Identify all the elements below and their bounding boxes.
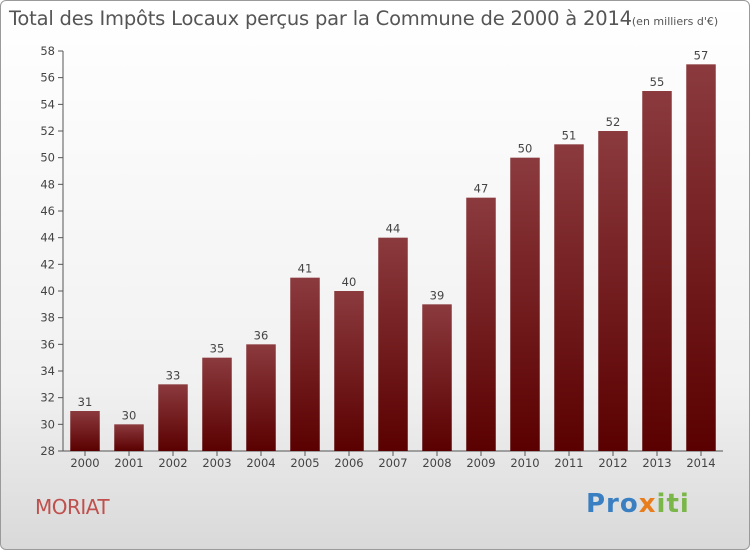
bar: [202, 357, 232, 451]
y-tick-label: 34: [40, 364, 55, 378]
bar: [598, 131, 628, 451]
y-tick-label: 50: [40, 151, 55, 165]
bar-value-label: 41: [298, 262, 313, 276]
bar: [378, 237, 408, 451]
y-tick-label: 32: [40, 391, 55, 405]
bar: [114, 424, 144, 451]
y-tick-label: 46: [40, 204, 55, 218]
x-tick-label: 2008: [422, 456, 451, 470]
bar-value-label: 57: [694, 48, 709, 62]
x-tick-label: 2002: [158, 456, 187, 470]
x-tick-label: 2004: [246, 456, 275, 470]
bar-value-label: 39: [430, 288, 445, 302]
commune-name: MORIAT: [35, 495, 110, 519]
bar: [70, 411, 100, 451]
chart-title: Total des Impôts Locaux perçus par la Co…: [9, 7, 718, 30]
logo-part-3: iti: [656, 489, 690, 519]
y-tick-label: 42: [40, 257, 55, 271]
x-tick-label: 2005: [290, 456, 319, 470]
x-tick-label: 2011: [554, 456, 583, 470]
x-tick-label: 2014: [686, 456, 715, 470]
y-tick-label: 44: [40, 231, 55, 245]
bar-value-label: 51: [562, 128, 577, 142]
x-tick-label: 2009: [466, 456, 495, 470]
y-tick-label: 48: [40, 177, 55, 191]
bar: [510, 157, 540, 451]
x-tick-label: 2013: [642, 456, 671, 470]
x-tick-label: 2012: [598, 456, 627, 470]
bar: [422, 304, 452, 451]
bar-value-label: 31: [78, 395, 93, 409]
y-tick-label: 30: [40, 417, 55, 431]
bar: [466, 197, 496, 451]
bar: [686, 64, 716, 452]
x-tick-label: 2000: [70, 456, 99, 470]
bar-value-label: 36: [254, 328, 269, 342]
bar-value-label: 47: [474, 182, 489, 196]
x-tick-label: 2007: [378, 456, 407, 470]
y-tick-label: 52: [40, 124, 55, 138]
bar: [554, 144, 584, 452]
bar-value-label: 30: [122, 408, 137, 422]
logo-part-1: Pro: [586, 489, 639, 519]
bar-value-label: 33: [166, 368, 181, 382]
x-tick-label: 2001: [114, 456, 143, 470]
y-tick-label: 38: [40, 311, 55, 325]
x-tick-label: 2010: [510, 456, 539, 470]
x-tick-label: 2006: [334, 456, 363, 470]
bar-value-label: 55: [650, 75, 665, 89]
bar: [290, 277, 320, 451]
bar-value-label: 44: [386, 222, 401, 236]
chart-title-main: Total des Impôts Locaux perçus par la Co…: [9, 7, 632, 30]
bar: [246, 344, 276, 451]
y-tick-label: 40: [40, 284, 55, 298]
bar-value-label: 35: [210, 342, 225, 356]
chart-title-unit: (en milliers d'€): [631, 15, 719, 28]
bar-value-label: 52: [606, 115, 621, 129]
y-tick-label: 28: [40, 444, 55, 458]
y-tick-label: 58: [40, 44, 55, 58]
y-tick-label: 54: [40, 97, 55, 111]
x-tick-label: 2003: [202, 456, 231, 470]
bar: [334, 291, 364, 451]
bars: 31 30 33 35 36 41 40 44 39 47 50 51 52 55 57: [70, 48, 716, 452]
bar-value-label: 40: [342, 275, 357, 289]
proxiti-logo[interactable]: Proxiti: [586, 489, 690, 519]
bar: [642, 91, 672, 451]
y-tick-label: 56: [40, 71, 55, 85]
bar-value-label: 50: [518, 142, 533, 156]
logo-part-2: x: [638, 489, 657, 519]
bar: [158, 384, 188, 451]
y-tick-label: 36: [40, 337, 55, 351]
